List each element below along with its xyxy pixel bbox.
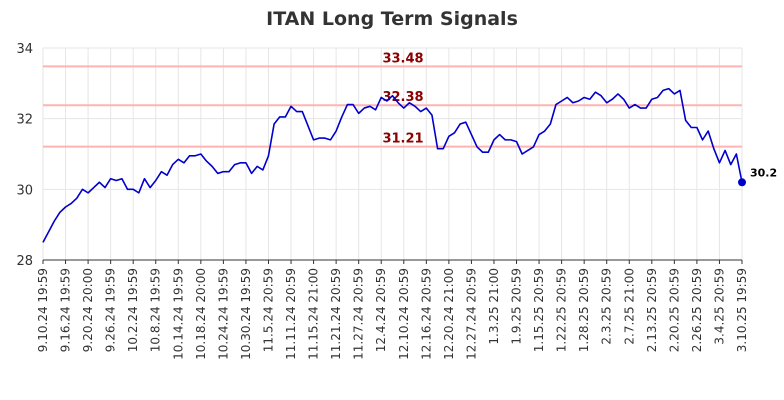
x-tick-label: 2.7.25 21:00 [622,268,636,345]
signal-line-label: 32.38 [382,90,423,105]
grid [42,47,743,261]
x-tick-label: 9.16.24 19:59 [59,268,73,352]
last-value-label: 30.2 [750,166,777,179]
x-tick-label: 1.15.25 20:59 [532,268,546,352]
x-tick-label: 10.2.24 19:59 [126,268,140,352]
axes: 28 30 32 34 9.10.24 19:59 9.16.24 19:59 9.20.2… [16,42,749,360]
y-tick-label: 32 [16,113,33,128]
x-tick-label: 10.24.24 19:59 [216,268,230,360]
x-tick-label: 12.4.24 20:59 [374,268,388,352]
y-tick-label: 30 [16,183,33,198]
x-tick-label: 3.4.25 20:59 [712,268,726,345]
x-tick-label: 2.20.25 20:59 [667,268,681,352]
x-tick-label: 10.30.24 19:59 [239,268,253,360]
x-tick-label: 2.26.25 20:59 [690,268,704,352]
x-tick-label: 10.14.24 19:59 [171,268,185,360]
y-tick-label: 28 [16,254,33,269]
x-tick-label: 2.3.25 20:59 [600,268,614,345]
last-point-marker [738,178,746,187]
series-line [42,87,743,243]
y-tick-label: 34 [16,42,33,57]
signal-line-label: 31.21 [382,132,423,147]
x-tick-label: 1.3.25 21:00 [487,268,501,345]
x-tick-label: 12.16.24 20:59 [419,268,433,360]
x-tick-label: 9.10.24 19:59 [36,268,50,352]
x-tick-label: 12.10.24 20:59 [397,268,411,360]
x-tick-label: 11.5.24 20:59 [261,268,275,352]
x-tick-label: 11.27.24 20:59 [352,268,366,360]
x-tick-label: 10.8.24 19:59 [149,268,163,352]
chart-title: ITAN Long Term Signals [266,8,518,30]
x-tick-label: 12.27.24 20:59 [464,268,478,360]
series: 30.2 [42,87,777,243]
x-tick-label: 10.18.24 20:00 [194,268,208,360]
x-tick-label: 9.20.24 20:00 [81,268,95,352]
horizontal-lines: 33.48 32.38 31.21 [43,51,742,148]
x-tick-label: 11.11.24 20:59 [284,268,298,360]
x-tick-label: 2.13.25 20:59 [645,268,659,352]
x-tick-label: 11.21.24 20:59 [329,268,343,360]
x-tick-label: 11.15.24 21:00 [307,268,321,360]
x-tick-label: 1.28.25 20:59 [577,268,591,352]
x-tick-label: 1.9.25 20:59 [510,268,524,345]
x-tick-label: 1.22.25 20:59 [555,268,569,352]
x-tick-label: 12.20.24 21:00 [442,268,456,360]
x-tick-label: 9.26.24 19:59 [104,268,118,352]
signal-line-label: 33.48 [382,51,423,66]
x-tick-label: 3.10.25 19:59 [735,268,749,352]
